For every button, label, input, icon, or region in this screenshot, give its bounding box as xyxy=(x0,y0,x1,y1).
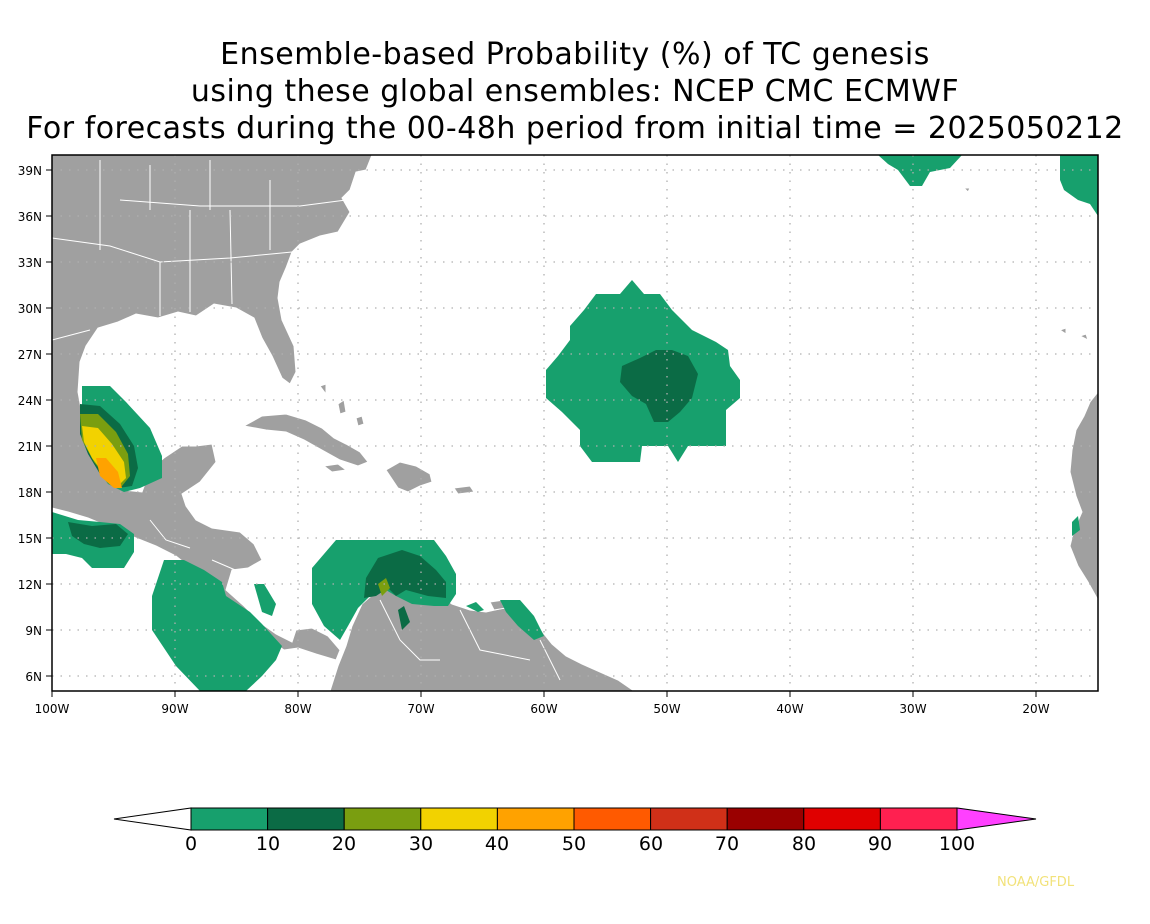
prob-area-gulf-40-50 xyxy=(96,458,122,488)
prob-area-carib-10-20b xyxy=(398,606,410,630)
lat-label: 36N xyxy=(18,210,42,224)
lon-label: 30W xyxy=(899,702,926,716)
lat-label: 33N xyxy=(18,256,42,270)
prob-area-centam-0-10 xyxy=(152,560,282,691)
colorbar-high-arrow xyxy=(956,807,1037,831)
colorbar-label: 10 xyxy=(256,833,280,855)
colorbar-box xyxy=(190,807,269,831)
lat-label: 39N xyxy=(18,164,42,178)
colorbar-box xyxy=(879,807,958,831)
colorbar-label: 100 xyxy=(939,833,975,855)
colorbar-box xyxy=(803,807,881,831)
lat-label: 21N xyxy=(18,440,42,454)
map-body xyxy=(52,155,1098,691)
credit-text: NOAA/GFDL xyxy=(997,875,1075,890)
title-line-1: Ensemble-based Probability (%) of TC gen… xyxy=(220,37,930,72)
lat-label: 6N xyxy=(25,670,42,684)
prob-area-ne-0-10b xyxy=(1060,155,1098,216)
colorbar: 0 10 20 30 40 50 60 70 80 90 100 xyxy=(113,807,1037,855)
colorbar-label: 80 xyxy=(792,833,816,855)
tick-marks xyxy=(46,169,1037,697)
lon-label: 90W xyxy=(161,702,188,716)
lon-label: 40W xyxy=(776,702,803,716)
lat-label: 24N xyxy=(18,394,42,408)
prob-area-africa-0-10 xyxy=(1072,516,1080,536)
lat-label: 15N xyxy=(18,532,42,546)
bahamas xyxy=(319,383,365,427)
borders xyxy=(52,160,561,681)
prob-area-centam-0-10b xyxy=(254,584,276,616)
lat-label: 30N xyxy=(18,302,42,316)
colorbar-box xyxy=(573,807,652,831)
title-line-3: For forecasts during the 00-48h period f… xyxy=(26,111,1124,146)
hispaniola xyxy=(385,461,433,493)
colorbar-label: 0 xyxy=(185,833,197,855)
lon-label: 80W xyxy=(284,702,311,716)
colorbar-box xyxy=(267,807,345,831)
longitude-labels: 100W 90W 80W 70W 60W 50W 40W 30W 20W xyxy=(35,702,1050,716)
colorbar-label: 90 xyxy=(868,833,892,855)
lon-label: 70W xyxy=(407,702,434,716)
probability-fields xyxy=(52,155,1098,691)
colorbar-box xyxy=(650,807,728,831)
map-frame xyxy=(51,154,1099,692)
lon-label: 100W xyxy=(35,702,70,716)
colorbar-box xyxy=(496,807,575,831)
colorbar-low-arrow xyxy=(113,807,192,831)
africa xyxy=(1069,391,1098,602)
lat-label: 27N xyxy=(18,348,42,362)
lon-label: 20W xyxy=(1022,702,1049,716)
canary-islands xyxy=(1058,327,1089,341)
prob-area-carib-0-10b xyxy=(466,600,544,640)
colorbar-box xyxy=(420,807,498,831)
colorbar-label: 30 xyxy=(409,833,433,855)
colorbar-labels: 0 10 20 30 40 50 60 70 80 90 100 xyxy=(185,833,975,855)
jamaica xyxy=(322,463,348,473)
colorbar-box xyxy=(343,807,422,831)
title-line-2: using these global ensembles: NCEP CMC E… xyxy=(190,74,960,109)
lat-label: 9N xyxy=(25,624,42,638)
prob-area-carib-20-30 xyxy=(378,578,390,596)
colorbar-label: 40 xyxy=(485,833,509,855)
colorbar-box xyxy=(726,807,805,831)
azores xyxy=(962,187,971,193)
lon-label: 60W xyxy=(530,702,557,716)
colorbar-label: 60 xyxy=(639,833,663,855)
lat-label: 18N xyxy=(18,486,42,500)
prob-area-epac-10-20 xyxy=(68,522,128,548)
puerto-rico xyxy=(453,485,475,495)
colorbar-label: 20 xyxy=(332,833,356,855)
lat-label: 12N xyxy=(18,578,42,592)
prob-area-atl-10-20 xyxy=(620,350,698,422)
colorbar-label: 70 xyxy=(715,833,739,855)
latitude-labels: 39N 36N 33N 30N 27N 24N 21N 18N 15N 12N … xyxy=(18,164,42,684)
lon-label: 50W xyxy=(653,702,680,716)
colorbar-label: 50 xyxy=(562,833,586,855)
cuba xyxy=(242,413,369,467)
colorbar-boxes xyxy=(190,807,958,831)
